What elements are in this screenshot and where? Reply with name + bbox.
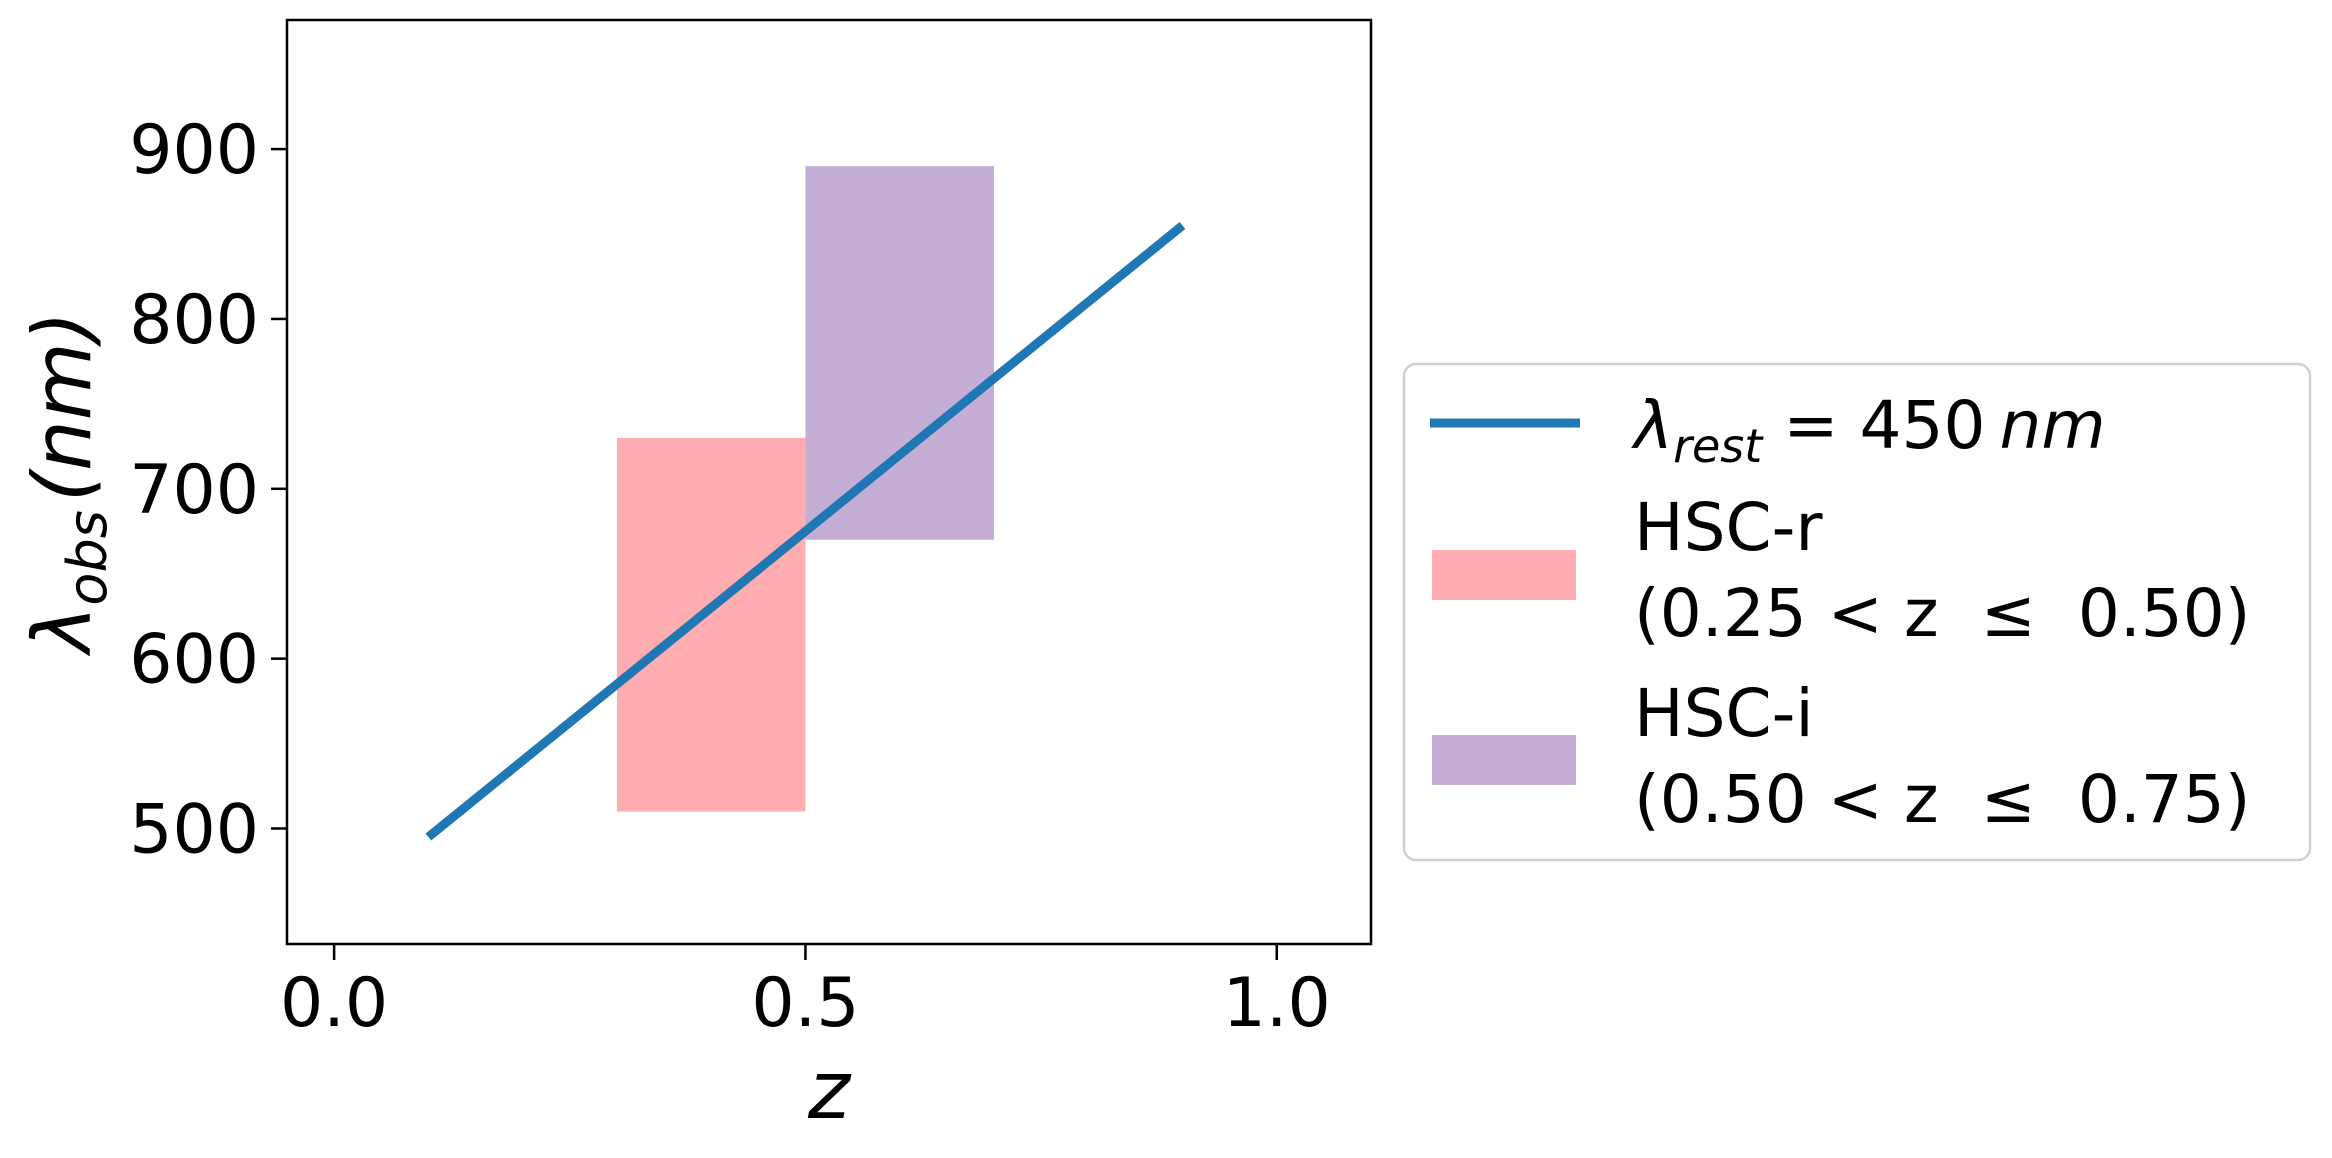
band-hsc-i bbox=[805, 166, 994, 540]
legend-entry-line-subscript: rest bbox=[1673, 419, 1764, 473]
y-axis-label-subscript: obs bbox=[56, 510, 119, 605]
y-tick-label: 500 bbox=[129, 791, 259, 870]
y-tick-label: 600 bbox=[129, 621, 259, 700]
y-tick-label: 700 bbox=[129, 451, 259, 530]
y-tick-label: 800 bbox=[129, 281, 259, 360]
legend-box bbox=[1402, 362, 2312, 862]
y-axis-label-symbol: λ bbox=[16, 606, 109, 657]
y-axis-label: λobs (nm) bbox=[16, 311, 119, 657]
plot-frame bbox=[285, 18, 1373, 946]
legend: λrest = 450 nm HSC-r (0.25 < z ≤ 0.50) HS… bbox=[1402, 362, 2312, 862]
svg-text:λobs(nm): λobs (nm) bbox=[16, 311, 119, 657]
legend-entry-line-unit: nm bbox=[2000, 387, 2106, 464]
x-tick-label: 0.5 bbox=[751, 964, 859, 1043]
legend-entry-line-value: = 450 bbox=[1762, 387, 1985, 464]
legend-swatch-hsc-i bbox=[1432, 735, 1576, 785]
x-tick-label: 1.0 bbox=[1223, 964, 1331, 1043]
bands-layer bbox=[616, 166, 994, 812]
x-axis-ticks: 0.0 0.5 1.0 bbox=[280, 944, 1331, 1043]
legend-entry-hsc-r-line2: (0.25 < z ≤ 0.50) bbox=[1634, 575, 2251, 652]
x-axis-label: z bbox=[807, 1044, 852, 1137]
legend-swatch-hsc-r bbox=[1432, 550, 1576, 600]
series-line-0 bbox=[425, 222, 1186, 841]
legend-entry-hsc-r-line1: HSC-r bbox=[1634, 489, 1823, 566]
plot-area: 0.0 0.5 1.0 500 600 700 800 900 bbox=[129, 18, 1373, 1043]
y-tick-label: 900 bbox=[129, 111, 259, 190]
y-axis-ticks: 500 600 700 800 900 bbox=[129, 111, 287, 870]
legend-entry-line-symbol: λ bbox=[1631, 387, 1673, 464]
legend-entry-hsc-i-line2: (0.50 < z ≤ 0.75) bbox=[1634, 761, 2251, 838]
band-hsc-r bbox=[616, 437, 806, 812]
legend-entry-hsc-i-line1: HSC-i bbox=[1634, 675, 1814, 752]
y-axis-label-unit: (nm) bbox=[16, 311, 109, 502]
x-tick-label: 0.0 bbox=[280, 964, 388, 1043]
legend-entry-line: λrest = 450 nm bbox=[1631, 387, 2106, 473]
lines-layer bbox=[425, 222, 1186, 841]
